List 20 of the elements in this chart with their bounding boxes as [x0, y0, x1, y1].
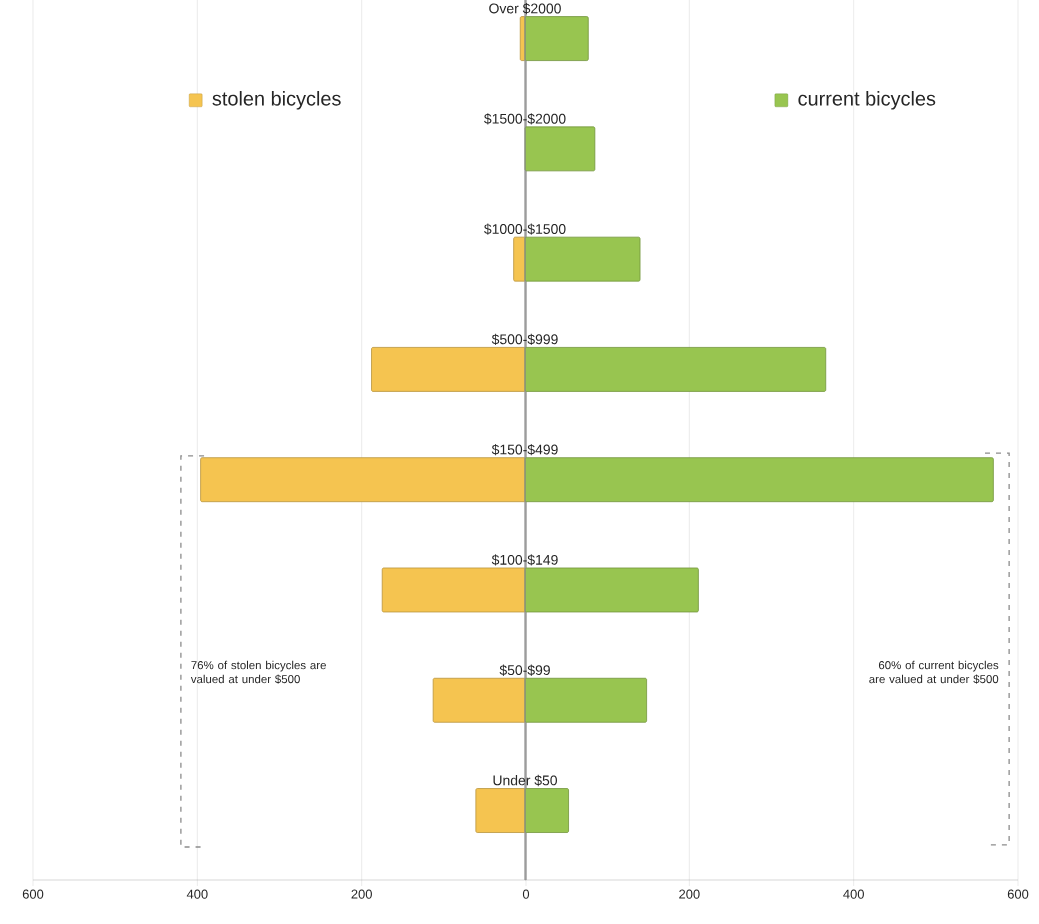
x-tick-label: 0 [522, 889, 530, 899]
x-tick-label: 200 [351, 889, 372, 899]
y-tick-label: Under $50 [493, 774, 558, 787]
y-tick-label: $150-$499 [491, 444, 558, 456]
x-tick-label: 200 [679, 889, 700, 899]
legend-label: stolen bicycles [212, 91, 341, 110]
annotation: 76% of stolen bicycles are valued at under $500 [190, 660, 326, 684]
y-tick-label: $1000-$1500 [484, 223, 566, 235]
x-tick-label: 600 [1007, 889, 1029, 899]
x-tick-label: 400 [186, 889, 208, 899]
bar [524, 126, 596, 172]
y-tick-label: $500-$999 [491, 333, 558, 346]
y-tick-label: $100-$149 [491, 554, 558, 566]
x-tick-label: 400 [843, 889, 864, 899]
legend-label: current bicycles [798, 91, 936, 110]
annotation: 60% of current bicycles are valued at under $500 [869, 660, 999, 684]
x-tick-label: 600 [22, 889, 44, 899]
y-tick-label: $1500-$2000 [484, 113, 566, 125]
y-tick-label: $50-$99 [499, 664, 550, 676]
y-tick-label: Over $2000 [489, 2, 561, 15]
